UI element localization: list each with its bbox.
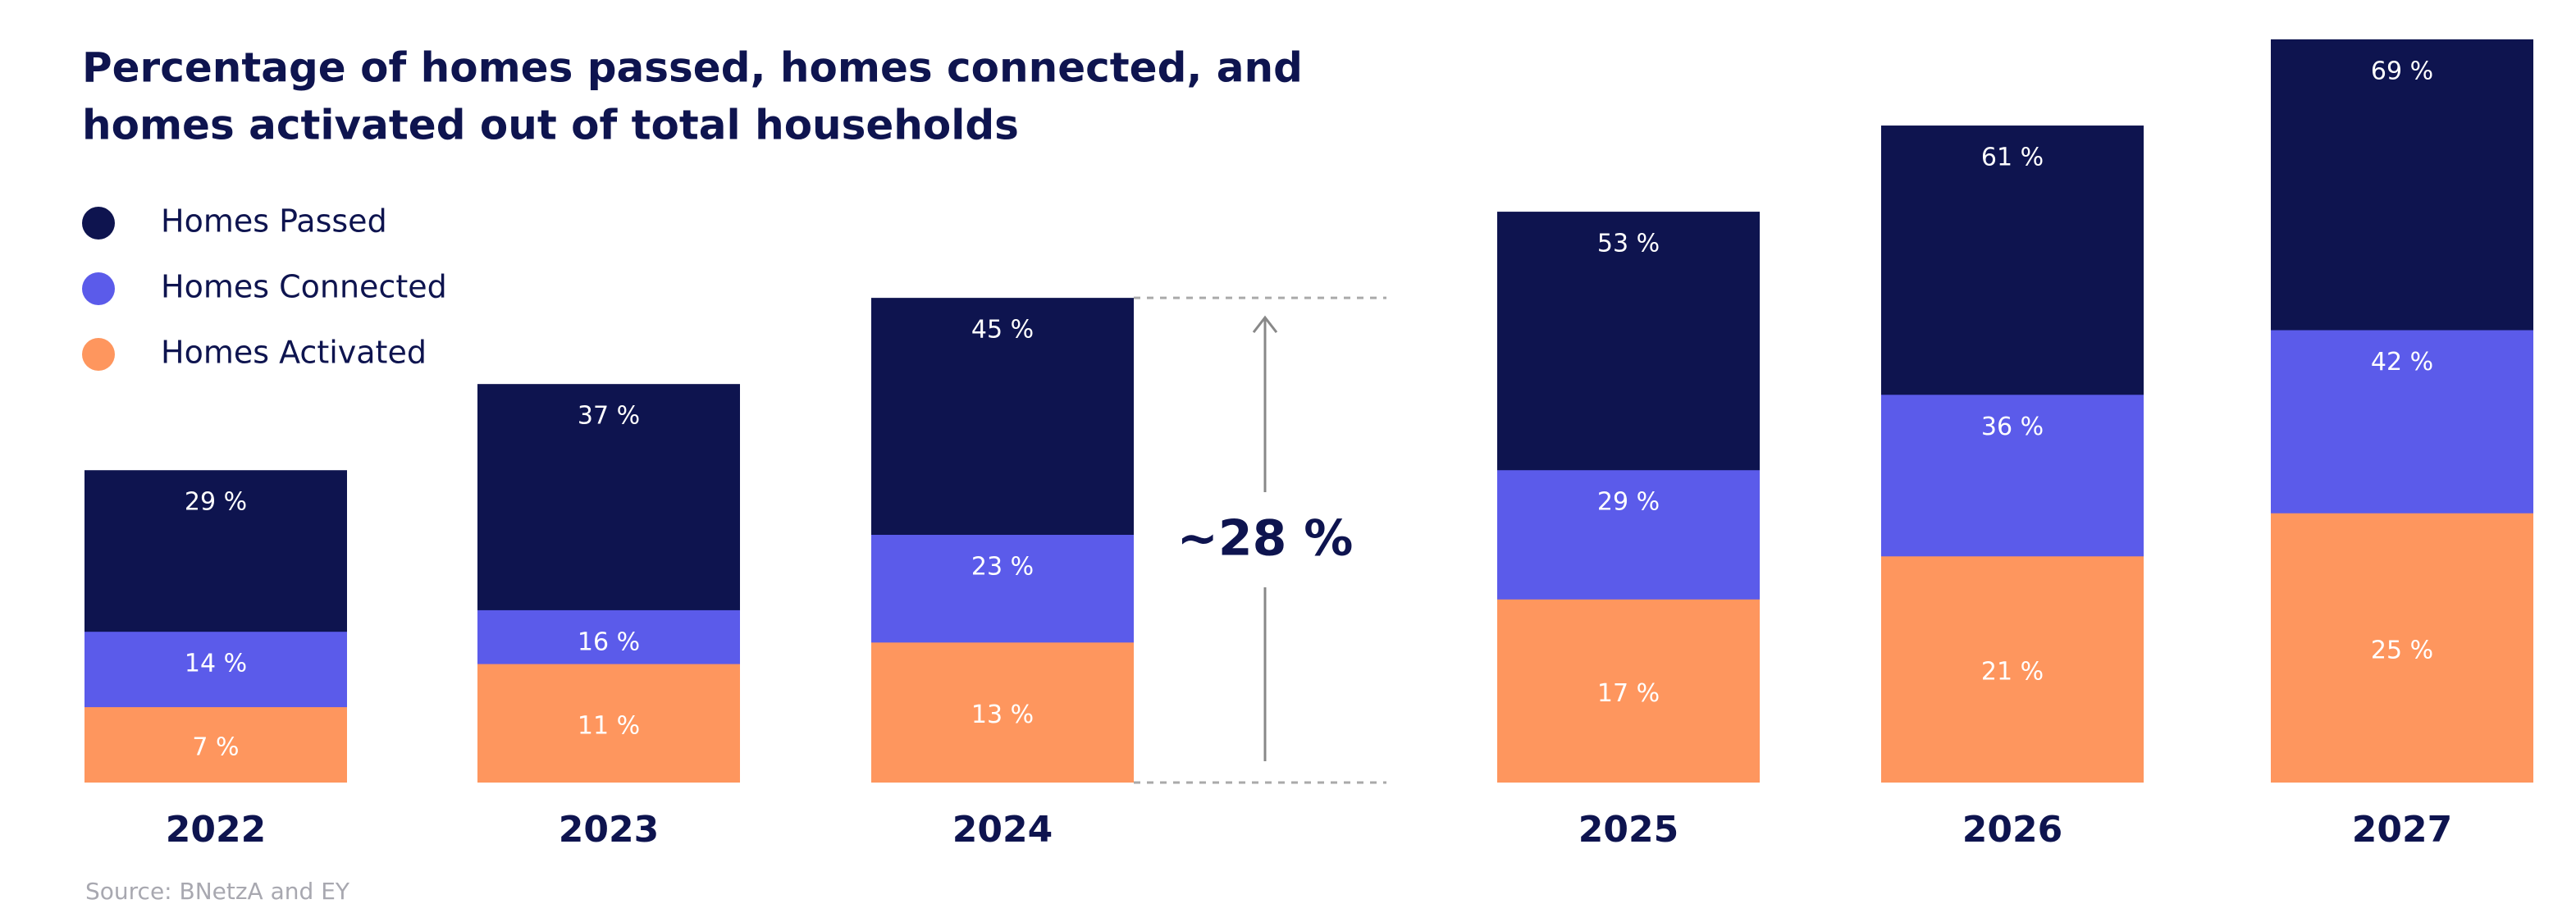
- x-tick-label: 2022: [166, 809, 266, 851]
- data-label: 29 %: [185, 488, 247, 517]
- legend-label: Homes Activated: [161, 335, 427, 371]
- bar: [84, 707, 347, 783]
- arrow-head: [1252, 315, 1278, 334]
- legend-label: Homes Passed: [161, 203, 387, 240]
- bar: [871, 642, 1134, 783]
- x-tick-label: 2026: [1962, 809, 2062, 851]
- data-label: 29 %: [1597, 488, 1660, 517]
- data-label: 25 %: [2371, 636, 2433, 664]
- bar: [2271, 513, 2533, 783]
- data-label: 7 %: [192, 733, 239, 762]
- legend-marker: [82, 272, 115, 305]
- legend-label: Homes Connected: [161, 269, 447, 305]
- data-label: 53 %: [1597, 230, 1660, 258]
- x-tick-label: 2023: [559, 809, 659, 851]
- x-tick-label: 2027: [2352, 809, 2452, 851]
- data-label: 69 %: [2371, 57, 2433, 86]
- bar: [477, 664, 740, 783]
- data-label: 61 %: [1981, 144, 2044, 172]
- x-tick-label: 2025: [1578, 809, 1679, 851]
- data-label: 42 %: [2371, 348, 2433, 377]
- legend-marker: [82, 338, 115, 371]
- data-label: 21 %: [1981, 658, 2044, 687]
- annotation: ~28 %: [1177, 510, 1354, 568]
- bar: [1497, 599, 1760, 783]
- chart-title: homes activated out of total households: [82, 102, 1019, 149]
- legend-marker: [82, 207, 115, 240]
- data-label: 37 %: [578, 402, 640, 431]
- source-note: Source: BNetzA and EY: [85, 878, 350, 905]
- data-label: 14 %: [185, 650, 247, 678]
- data-label: 17 %: [1597, 679, 1660, 708]
- data-label: 13 %: [971, 701, 1034, 729]
- data-label: 45 %: [971, 316, 1034, 345]
- data-label: 11 %: [578, 711, 640, 740]
- x-tick-label: 2024: [952, 809, 1053, 851]
- chart-title: Percentage of homes passed, homes connec…: [82, 44, 1303, 92]
- data-label: 23 %: [971, 553, 1034, 582]
- bar: [1881, 556, 2144, 783]
- data-label: 36 %: [1981, 413, 2044, 441]
- data-label: 16 %: [578, 628, 640, 656]
